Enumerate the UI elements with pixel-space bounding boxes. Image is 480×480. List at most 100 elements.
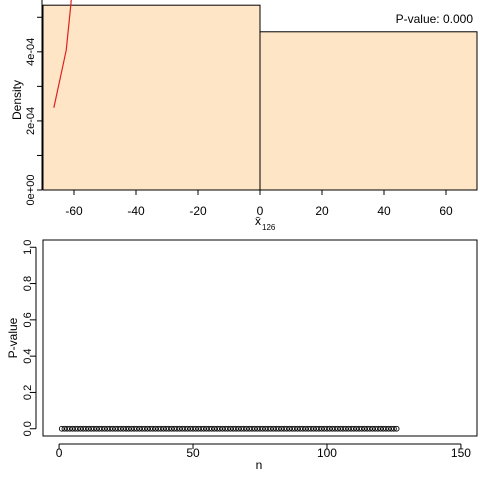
- pvalue-point: [182, 425, 188, 432]
- pvalue-point: [112, 425, 119, 432]
- pvalue-point: [324, 425, 330, 432]
- pvalue-y-axis-label: P-value: [6, 317, 20, 358]
- p-value-annotation: P-value: 0.000: [396, 12, 474, 26]
- pvalue-point: [356, 425, 362, 432]
- pvalue-point: [208, 425, 215, 432]
- pvalue-point: [383, 425, 389, 432]
- pvalue-point: [198, 425, 204, 432]
- pvalue-point: [297, 425, 304, 432]
- pvalue-point: [131, 425, 137, 432]
- histogram-bar-1: [259, 31, 478, 191]
- pvalue-point: [326, 425, 333, 432]
- pvalue-point: [372, 425, 379, 432]
- pvalue-point: [377, 425, 384, 432]
- pvalue-point: [203, 425, 210, 432]
- histogram-x-tick-label: -20: [189, 204, 207, 218]
- pvalue-point: [158, 425, 164, 432]
- histogram-y-axis-label: Density: [10, 80, 24, 120]
- pvalue-point: [313, 425, 320, 432]
- pvalue-point: [64, 425, 70, 432]
- pvalue-point: [192, 425, 199, 432]
- pvalue-y-tick-label: 1.0: [22, 240, 34, 255]
- pvalue-point: [179, 425, 186, 432]
- pvalue-point: [85, 425, 92, 432]
- histogram-y-axis: 0e+00 2e-04 4e-04: [25, 0, 43, 205]
- pvalue-point: [147, 425, 154, 432]
- pvalue-point: [246, 425, 253, 432]
- pvalue-point: [308, 425, 314, 432]
- pvalue-point: [270, 425, 277, 432]
- histogram-bar-0: [42, 4, 261, 191]
- pvalue-point: [353, 425, 360, 432]
- pvalue-point: [144, 425, 151, 432]
- pvalue-point: [281, 425, 287, 432]
- pvalue-point: [99, 425, 105, 432]
- pvalue-point: [380, 425, 387, 432]
- pvalue-point: [117, 425, 124, 432]
- pvalue-point: [334, 425, 341, 432]
- pvalue-point: [80, 425, 87, 432]
- pvalue-panel: 0 50 100 150 0.0 0.2 0.4 0.6 0.8 1.0 n P-value: [6, 239, 478, 472]
- pvalue-point: [91, 425, 97, 432]
- pvalue-point: [152, 425, 159, 432]
- pvalue-point: [83, 425, 89, 432]
- pvalue-point: [329, 425, 336, 432]
- histogram-bars: [42, 4, 478, 191]
- pvalue-point: [294, 425, 301, 432]
- pvalue-point: [305, 425, 312, 432]
- pvalue-point: [128, 425, 135, 432]
- pvalue-point: [289, 425, 295, 432]
- pvalue-point: [216, 425, 223, 432]
- pvalue-point: [265, 425, 271, 432]
- pvalue-point: [318, 425, 325, 432]
- pvalue-point: [251, 425, 258, 432]
- pvalue-point: [190, 425, 196, 432]
- pvalue-point: [227, 425, 234, 432]
- pvalue-y-axis: 0.0 0.2 0.4 0.6 0.8 1.0: [22, 240, 37, 436]
- pvalue-point: [332, 425, 338, 432]
- pvalue-point: [155, 425, 162, 432]
- pvalue-point: [262, 425, 269, 432]
- pvalue-point: [141, 425, 148, 432]
- histogram-x-tick-label: 20: [315, 204, 329, 218]
- pvalue-point: [358, 425, 365, 432]
- pvalue-point: [214, 425, 220, 432]
- pvalue-point: [273, 425, 279, 432]
- pvalue-point: [69, 425, 76, 432]
- pvalue-point: [61, 425, 68, 432]
- pvalue-point: [364, 425, 371, 432]
- pvalue-point: [109, 425, 116, 432]
- histogram-x-tick-label: -40: [127, 204, 145, 218]
- histogram-x-tick-label: 0: [257, 204, 264, 218]
- pvalue-y-tick-label: 0.2: [22, 385, 34, 400]
- pvalue-x-tick-label: 0: [56, 446, 63, 460]
- x-bar-subscript: 126: [262, 223, 276, 232]
- pvalue-point: [187, 425, 194, 432]
- pvalue-point: [345, 425, 352, 432]
- pvalue-point: [107, 425, 113, 432]
- pvalue-point: [74, 425, 81, 432]
- pvalue-y-tick-label: 0.6: [22, 312, 34, 327]
- pvalue-point: [136, 425, 143, 432]
- pvalue-point: [249, 425, 255, 432]
- pvalue-point: [93, 425, 100, 432]
- pvalue-point: [393, 425, 400, 432]
- pvalue-point: [123, 425, 129, 432]
- pvalue-point: [254, 425, 261, 432]
- pvalue-point: [267, 425, 274, 432]
- pvalue-y-tick-label: 0.8: [22, 276, 34, 291]
- pvalue-point: [259, 425, 266, 432]
- pvalue-point: [200, 425, 207, 432]
- pvalue-point: [238, 425, 245, 432]
- pvalue-x-tick-label: 150: [451, 446, 471, 460]
- pvalue-point: [366, 425, 373, 432]
- pvalue-point: [58, 425, 65, 432]
- pvalue-point: [133, 425, 140, 432]
- pvalue-point: [302, 425, 309, 432]
- pvalue-point: [66, 425, 73, 432]
- pvalue-plot-box: [42, 239, 478, 437]
- pvalue-point: [171, 425, 178, 432]
- pvalue-point: [174, 425, 180, 432]
- histogram-panel: -60 -40 -20 0 20 40 60 0e+00 2e-04 4e-04 P-value…: [10, 0, 478, 232]
- pvalue-point: [166, 425, 172, 432]
